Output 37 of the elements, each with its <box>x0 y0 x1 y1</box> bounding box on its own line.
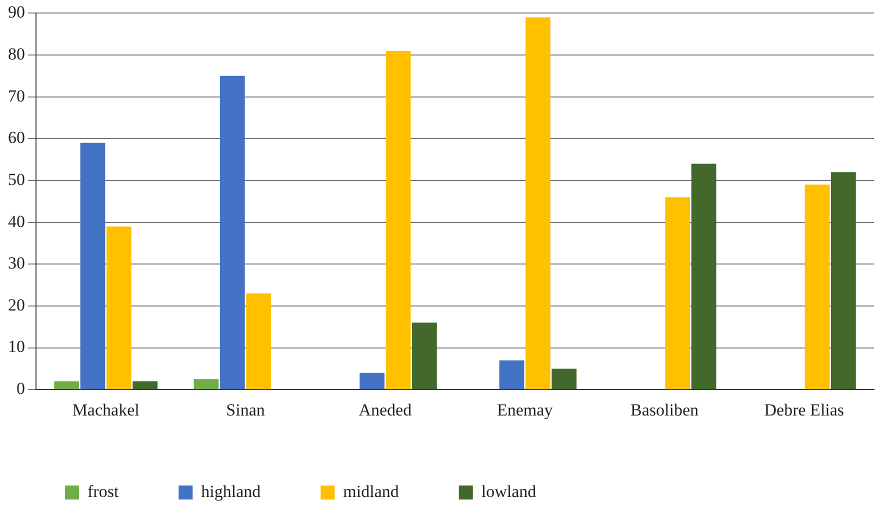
bar <box>412 322 437 390</box>
x-tick-label: Machakel <box>72 400 140 420</box>
bar <box>194 379 219 390</box>
y-tick-label: 90 <box>8 2 25 22</box>
legend-label: lowland <box>481 482 537 501</box>
bar <box>80 142 106 390</box>
bar <box>804 184 830 390</box>
y-tick-label: 70 <box>8 86 25 106</box>
bar <box>106 226 132 390</box>
bar <box>132 381 158 390</box>
x-tick-label: Debre Elias <box>764 400 844 420</box>
bar <box>386 50 411 390</box>
bar <box>525 17 550 390</box>
y-tick-label: 50 <box>8 170 25 189</box>
bar <box>665 197 690 390</box>
bar <box>220 76 245 390</box>
y-tick-label: 10 <box>8 337 25 356</box>
y-tick-label: 80 <box>8 44 25 64</box>
bar <box>54 381 79 390</box>
bar <box>831 172 856 390</box>
bar <box>691 164 716 390</box>
legend-label: midland <box>343 482 400 501</box>
bar <box>360 372 385 390</box>
x-tick-label: Aneded <box>358 400 412 420</box>
y-tick-label: 40 <box>8 212 25 231</box>
x-tick-label: Enemay <box>496 400 554 420</box>
bar <box>552 368 577 390</box>
y-tick-label: 30 <box>8 254 25 273</box>
legend-label: frost <box>88 482 119 501</box>
legend-label: highland <box>201 482 262 501</box>
x-tick-label: Basoliben <box>630 400 699 420</box>
y-tick-label: 60 <box>8 128 25 148</box>
x-tick-label: Sinan <box>226 400 266 420</box>
bar <box>246 293 272 390</box>
bar <box>499 360 524 390</box>
y-tick-label: 20 <box>8 295 25 314</box>
y-tick-label: 0 <box>16 379 25 398</box>
